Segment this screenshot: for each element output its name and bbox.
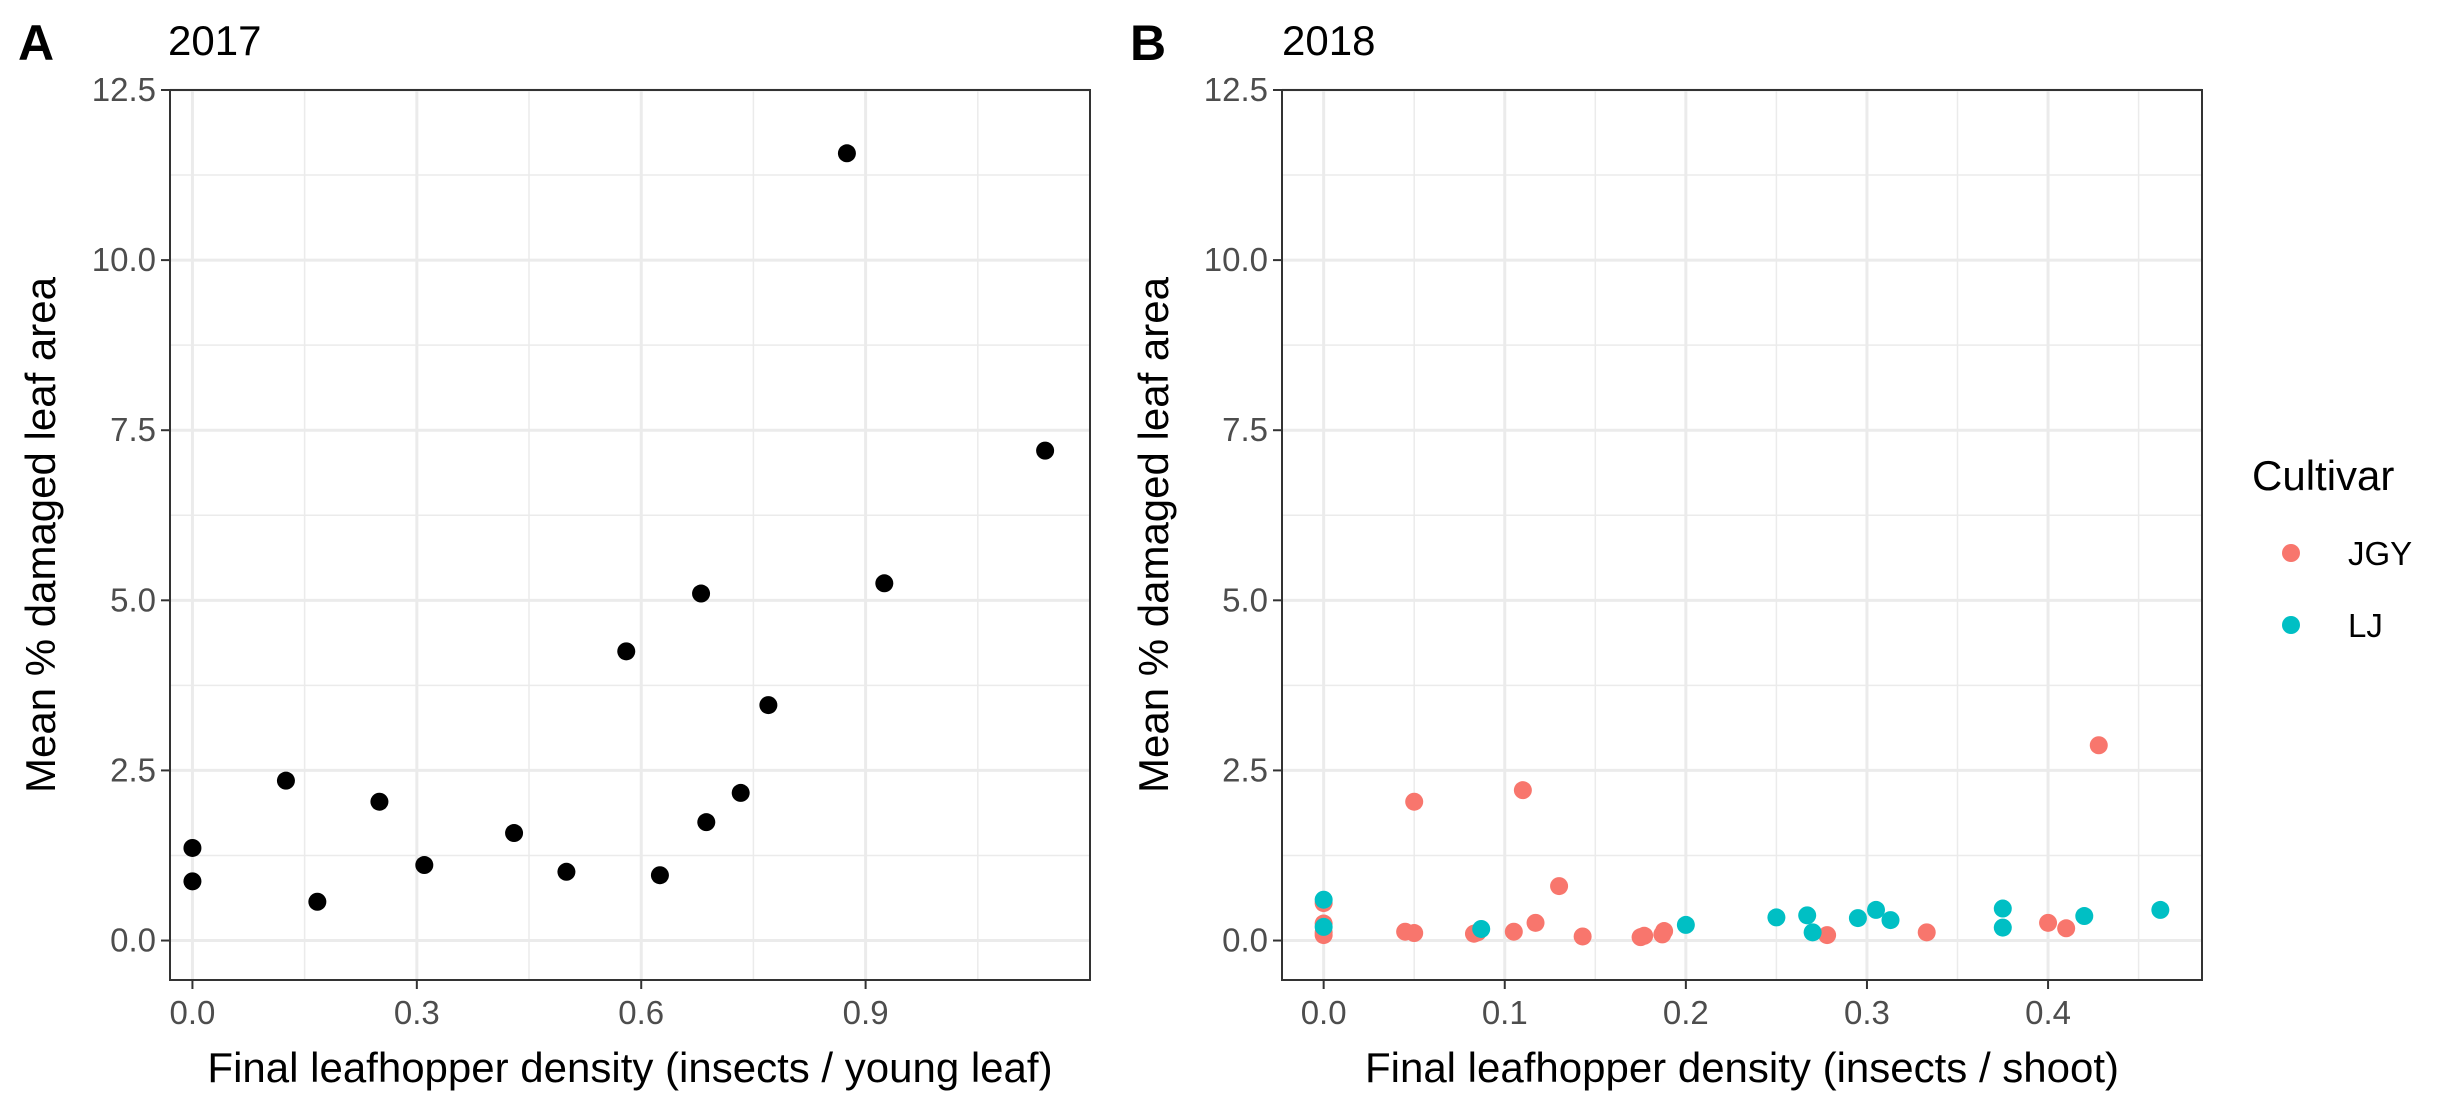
data-point-point [415,856,434,875]
data-point-point [650,866,669,885]
x-tick-label: 0.6 [618,994,664,1031]
data-point-lj [1881,911,1900,930]
plot-area-b [1282,90,2202,980]
legend-items: JGY LJ [2282,535,2412,644]
y-tick-label: 0.0 [110,922,156,959]
y-tick-label: 7.5 [110,411,156,448]
legend-label-jgy: JGY [2348,535,2412,572]
data-point-lj [1798,906,1817,925]
y-tick-label: 12.5 [1204,71,1268,108]
data-point-jgy [1513,781,1532,800]
data-point-lj [2075,907,2094,926]
points-a [183,144,1055,911]
panel-tag-a: A [18,15,54,71]
y-tick-label: 7.5 [1222,411,1268,448]
data-point-lj [1767,908,1786,927]
y-axis-title-a: Mean % damaged leaf area [17,276,64,793]
panel-title-b: 2018 [1282,17,1375,64]
data-point-point [1036,441,1055,460]
data-point-lj [1314,890,1333,909]
data-point-point [370,792,389,811]
legend-title: Cultivar [2252,452,2394,499]
y-tick-label: 2.5 [1222,751,1268,788]
data-point-jgy [1526,913,1545,932]
data-point-lj [1867,900,1886,919]
x-tick-label: 0.3 [394,994,440,1031]
data-point-jgy [1550,877,1569,896]
x-tick-label: 0.1 [1482,994,1528,1031]
y-tick-label: 10.0 [1204,241,1268,278]
data-point-point [697,813,716,832]
y-tick-label: 2.5 [110,751,156,788]
data-point-point [557,862,576,881]
legend-key-jgy [2282,544,2300,562]
data-point-lj [2151,900,2170,919]
data-point-point [617,642,636,661]
x-tick-label: 0.4 [2025,994,2071,1031]
data-point-lj [1472,919,1491,938]
x-tick-label: 0.0 [1301,994,1347,1031]
plot-border-b [1281,89,2203,981]
legend: Cultivar JGY LJ [2252,452,2412,644]
points-b [1314,736,2170,947]
y-tick-label: 12.5 [92,71,156,108]
plot-border-a [169,89,1091,981]
data-point-jgy [1635,926,1654,945]
data-point-lj [1993,918,2012,937]
data-point-jgy [1405,924,1424,943]
data-point-point [759,696,778,715]
x-tick-label: 0.0 [170,994,216,1031]
plot-area-a [170,90,1090,980]
panel-b: B 2018 0.02.55.07.510.012.50.0 0.1 0.2 0.3 0… [1130,15,2203,1091]
data-point-jgy [1655,922,1674,941]
data-point-jgy [2039,913,2058,932]
x-tick-label: 0.9 [843,994,889,1031]
panel-a: A 2017 0.02.55.07.510.012.50.0 0.3 0.6 0.9 … [17,15,1091,1091]
data-point-jgy [1917,923,1936,942]
data-point-point [837,144,856,163]
gridlines-a [170,88,1090,980]
data-point-point [183,838,202,857]
y-tick-label: 5.0 [1222,581,1268,618]
data-point-jgy [2089,736,2108,755]
data-point-jgy [1504,922,1523,941]
y-axis-title-b: Mean % damaged leaf area [1130,276,1177,793]
x-tick-label: 0.3 [1844,994,1890,1031]
ticks-a: 0.0 2.5 5.0 7.5 10.0 12.5 0.0 0.3 0.6 0.9 [92,71,889,1031]
data-point-lj [1803,923,1822,942]
y-tick-label: 0.0 [1222,922,1268,959]
y-tick-label: 5.0 [110,581,156,618]
y-tick-label: 10.0 [92,241,156,278]
data-point-jgy [1405,792,1424,811]
data-point-point [276,771,295,790]
data-point-lj [1993,899,2012,918]
data-point-jgy [1573,927,1592,946]
data-point-point [308,892,327,911]
data-point-lj [1676,915,1695,934]
data-point-lj [1314,917,1333,936]
ticks-b: 0.0 2.5 5.0 7.5 10.0 12.5 0.0 0.1 0.2 0.3 0.4 [1204,71,2071,1031]
data-point-lj [1848,909,1867,928]
x-tick-label: 0.2 [1663,994,1709,1031]
data-point-point [505,824,524,843]
data-point-jgy [2057,919,2076,938]
data-point-point [692,584,711,603]
data-point-point [731,783,750,802]
data-point-point [875,574,894,593]
x-axis-title-a: Final leafhopper density (insects / youn… [207,1044,1052,1091]
x-axis-title-b: Final leafhopper density (insects / shoo… [1365,1044,2119,1091]
data-point-point [183,872,202,891]
panel-title-a: 2017 [168,17,261,64]
legend-key-lj [2282,616,2300,634]
panel-tag-b: B [1130,15,1166,71]
legend-label-lj: LJ [2348,607,2383,644]
data-point-jgy [1818,926,1837,945]
